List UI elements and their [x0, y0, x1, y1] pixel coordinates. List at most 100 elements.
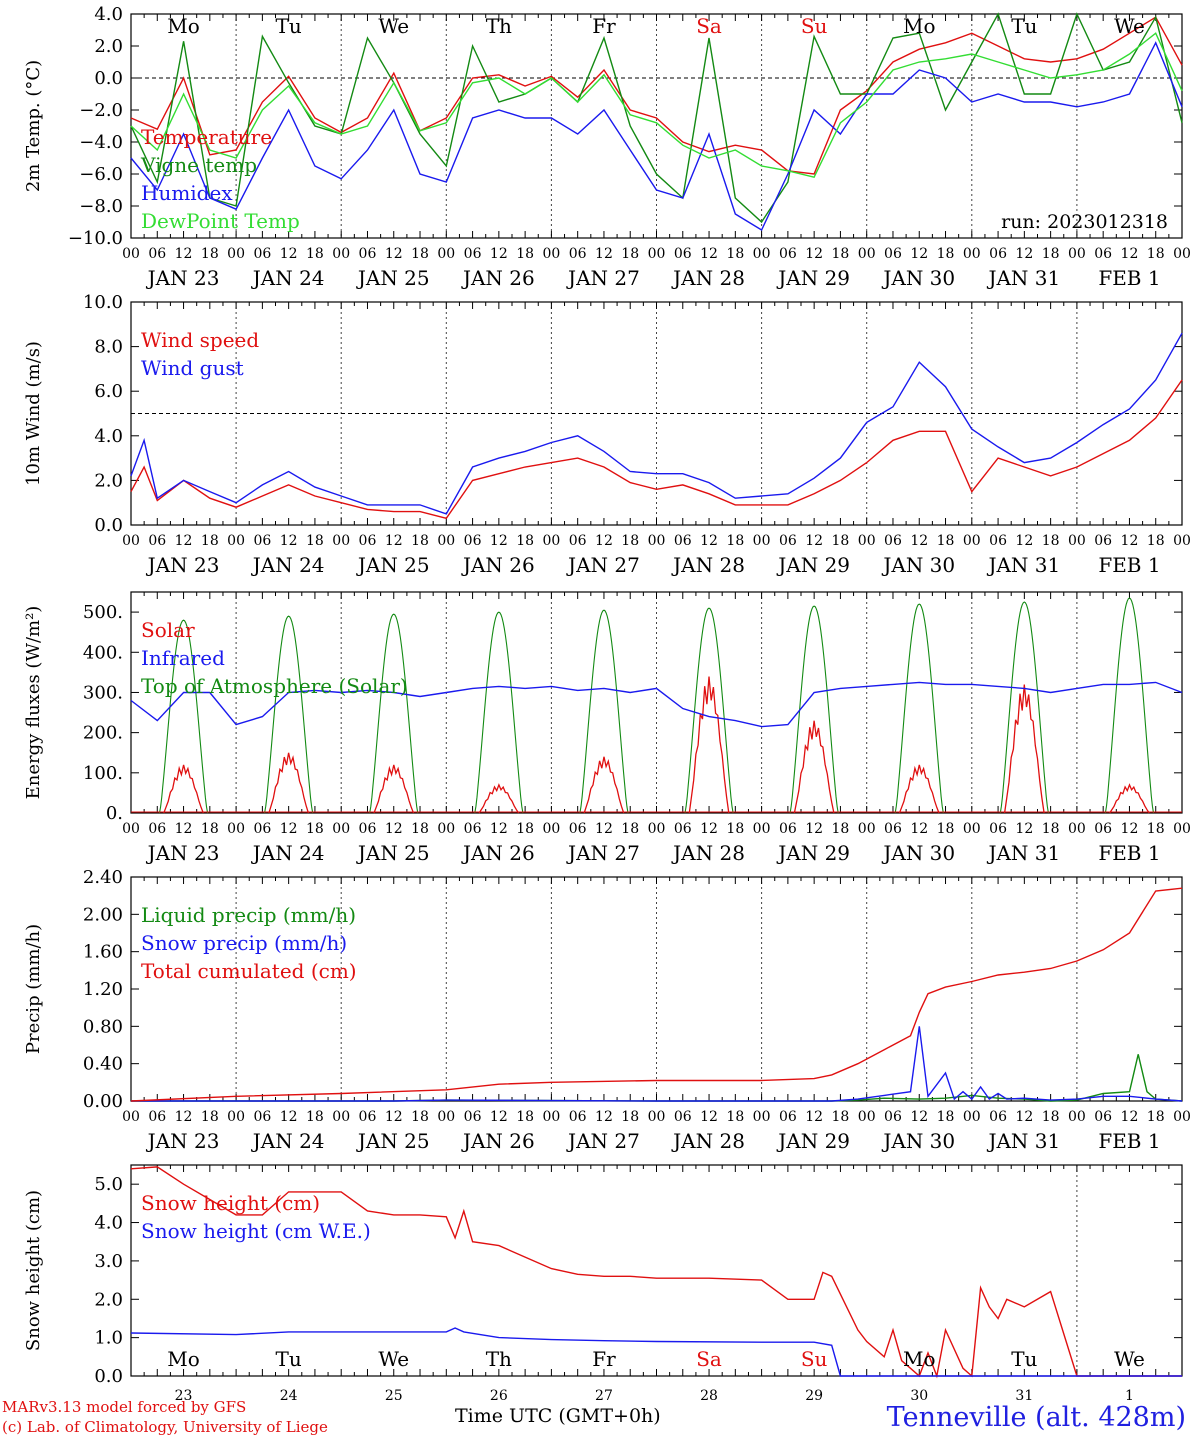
- x-date-label: JAN 23: [146, 1129, 220, 1153]
- x-date-label: JAN 23: [146, 553, 220, 577]
- x-hour-label: 12: [280, 821, 298, 837]
- x-date-label: FEB 1: [1098, 1129, 1160, 1153]
- legend-entry: Snow precip (mm/h): [141, 931, 347, 955]
- y-tick-label: 10.0: [83, 292, 123, 313]
- x-hour-label: 00: [858, 533, 876, 549]
- toa-solar-arc: [264, 615, 314, 814]
- x-hour-label: 00: [122, 1109, 140, 1125]
- x-hour-label: 00: [963, 533, 981, 549]
- x-date-label: JAN 23: [146, 266, 220, 290]
- x-hour-label: 06: [464, 246, 482, 262]
- y-tick-label: 0.40: [83, 1054, 123, 1075]
- x-hour-label: 18: [726, 821, 744, 837]
- legend-entry: Wind gust: [141, 356, 244, 380]
- x-hour-label: 06: [884, 533, 902, 549]
- x-hour-label: 00: [332, 246, 350, 262]
- x-date-label: JAN 24: [251, 553, 325, 577]
- x-hour-label: 12: [910, 533, 928, 549]
- x-hour-label: 06: [359, 1109, 377, 1125]
- x-hour-label: 00: [1173, 533, 1191, 549]
- x-hour-label: 06: [569, 533, 587, 549]
- weekday-label-bottom: We: [378, 1347, 409, 1371]
- x-hour-label: 18: [1042, 533, 1060, 549]
- y-tick-label: 0.: [106, 803, 123, 824]
- solar-arc: [1109, 783, 1150, 814]
- x-hour-label: 18: [726, 1109, 744, 1125]
- x-hour-label: 06: [989, 246, 1007, 262]
- solar-arc: [268, 752, 310, 814]
- x-date-label: JAN 30: [881, 266, 955, 290]
- y-axis-label: Snow height (cm): [23, 1190, 44, 1351]
- x-hour-label: 06: [779, 533, 797, 549]
- x-hour-label: 12: [490, 1109, 508, 1125]
- y-tick-label: 4.0: [94, 1213, 123, 1234]
- y-tick-label: 1.60: [83, 942, 123, 963]
- x-date-label: JAN 25: [356, 266, 430, 290]
- snow-precip-mm-h--line: [131, 1026, 1183, 1102]
- x-date-label: JAN 27: [566, 841, 640, 865]
- day-number-label: 1: [1125, 1388, 1134, 1404]
- x-hour-label: 18: [1042, 821, 1060, 837]
- legend-entry: Wind speed: [141, 328, 259, 352]
- x-hour-label: 12: [490, 821, 508, 837]
- x-hour-label: 00: [332, 821, 350, 837]
- y-tick-label: −2.0: [79, 100, 123, 121]
- y-tick-label: 0.00: [83, 1091, 123, 1112]
- x-hour-label: 18: [201, 246, 219, 262]
- y-tick-label: 100.: [83, 763, 123, 784]
- credit-line-1: MARv3.13 model forced by GFS: [2, 1398, 247, 1416]
- y-tick-label: 0.0: [94, 1366, 123, 1387]
- x-hour-label: 00: [648, 533, 666, 549]
- x-hour-label: 06: [989, 533, 1007, 549]
- x-hour-label: 12: [1121, 821, 1139, 837]
- y-axis-label: Energy fluxes (W/m²): [23, 606, 44, 800]
- day-number-label: 23: [175, 1388, 193, 1404]
- x-hour-label: 12: [175, 1109, 193, 1125]
- day-number-label: 30: [910, 1388, 928, 1404]
- x-date-label: JAN 29: [776, 553, 850, 577]
- weekday-label: Mo: [167, 14, 200, 38]
- toa-solar-arc: [999, 601, 1049, 814]
- x-date-label: JAN 26: [461, 266, 535, 290]
- day-number-label: 28: [700, 1388, 718, 1404]
- x-hour-label: 18: [726, 533, 744, 549]
- x-hour-label: 18: [832, 246, 850, 262]
- weekday-label: Tu: [1011, 14, 1037, 38]
- y-tick-label: 2.0: [94, 470, 123, 491]
- x-hour-label: 06: [253, 246, 271, 262]
- x-hour-label: 00: [542, 821, 560, 837]
- x-hour-label: 18: [411, 533, 429, 549]
- x-date-label: JAN 28: [671, 1129, 745, 1153]
- x-hour-label: 18: [306, 246, 324, 262]
- y-tick-label: −10.0: [68, 228, 123, 249]
- x-hour-label: 12: [700, 533, 718, 549]
- x-date-label: JAN 29: [776, 1129, 850, 1153]
- x-hour-label: 06: [779, 1109, 797, 1125]
- y-tick-label: 4.0: [94, 4, 123, 25]
- day-number-label: 26: [490, 1388, 508, 1404]
- x-hour-label: 12: [1015, 821, 1033, 837]
- legend-entry: Snow height (cm): [141, 1191, 320, 1215]
- x-date-label: JAN 25: [356, 553, 430, 577]
- x-hour-label: 12: [175, 533, 193, 549]
- x-hour-label: 18: [411, 246, 429, 262]
- x-hour-label: 18: [832, 533, 850, 549]
- x-hour-label: 06: [989, 1109, 1007, 1125]
- toa-solar-arc: [369, 613, 419, 814]
- x-hour-label: 18: [937, 1109, 955, 1125]
- y-tick-label: 3.0: [94, 1251, 123, 1272]
- x-hour-label: 00: [1068, 821, 1086, 837]
- x-hour-label: 00: [332, 1109, 350, 1125]
- day-number-label: 24: [280, 1388, 298, 1404]
- x-hour-label: 00: [648, 246, 666, 262]
- x-hour-label: 06: [148, 246, 166, 262]
- x-hour-label: 06: [884, 246, 902, 262]
- x-date-label: FEB 1: [1098, 553, 1160, 577]
- x-date-label: JAN 24: [251, 266, 325, 290]
- x-hour-label: 12: [490, 246, 508, 262]
- weekday-label-bottom: Sa: [696, 1347, 722, 1371]
- weekday-label: Su: [801, 14, 828, 38]
- x-hour-label: 18: [1147, 533, 1165, 549]
- x-hour-label: 00: [753, 1109, 771, 1125]
- x-hour-label: 18: [1042, 246, 1060, 262]
